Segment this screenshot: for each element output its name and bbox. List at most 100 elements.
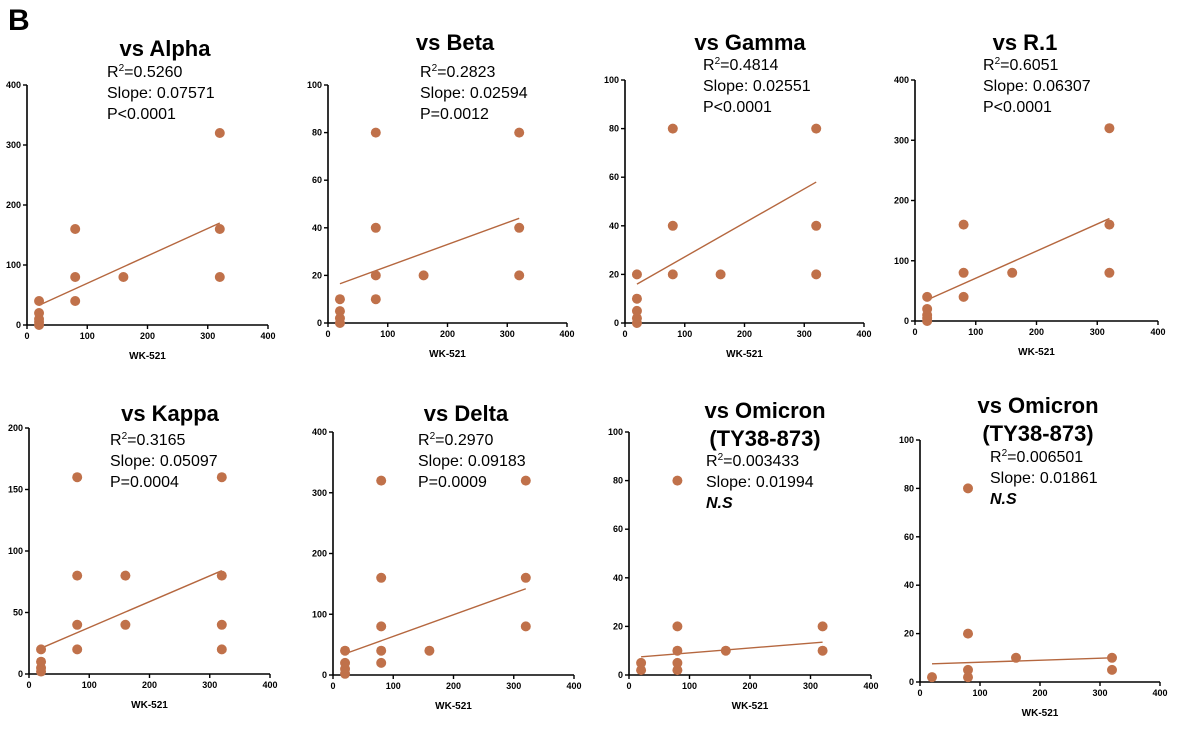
- y-tick-label: 300: [312, 488, 327, 498]
- y-tick-label: 20: [904, 629, 914, 639]
- data-point: [958, 267, 969, 278]
- stat-p-value: P<0.0001: [983, 99, 1052, 116]
- data-point: [715, 269, 726, 280]
- stat-slope: Slope: 0.06307: [983, 78, 1091, 95]
- data-point: [514, 270, 525, 281]
- data-point: [214, 128, 225, 138]
- data-point: [370, 127, 381, 138]
- data-point: [34, 296, 45, 306]
- data-point: [214, 224, 225, 234]
- chart-title: vs Omicron: [977, 393, 1098, 418]
- data-point: [1104, 267, 1115, 278]
- data-point: [1007, 267, 1018, 278]
- x-tick-label: 200: [142, 680, 157, 690]
- data-point: [340, 645, 351, 656]
- x-tick-label: 400: [856, 329, 871, 339]
- data-point: [520, 621, 531, 632]
- y-tick-label: 60: [609, 172, 619, 182]
- data-point: [672, 657, 683, 668]
- x-tick-label: 400: [1150, 327, 1165, 337]
- data-point: [514, 127, 525, 138]
- y-tick-label: 100: [899, 435, 914, 445]
- y-tick-label: 0: [322, 670, 327, 680]
- y-tick-label: 0: [18, 669, 23, 679]
- stat-p-value: P<0.0001: [107, 106, 176, 123]
- x-tick-label: 100: [82, 680, 97, 690]
- stat-slope: Slope: 0.01994: [706, 474, 814, 491]
- y-tick-label: 40: [904, 580, 914, 590]
- y-tick-label: 100: [604, 75, 619, 85]
- x-axis-label: WK-521: [131, 700, 168, 711]
- stat-p-value: N.S: [706, 495, 733, 512]
- x-axis-label: WK-521: [726, 349, 763, 360]
- y-tick-label: 100: [894, 256, 909, 266]
- data-point: [667, 123, 678, 134]
- x-tick-label: 200: [737, 329, 752, 339]
- data-point: [631, 305, 642, 316]
- data-point: [72, 570, 83, 581]
- data-point: [214, 272, 225, 282]
- data-point: [631, 313, 642, 324]
- y-tick-label: 80: [312, 128, 322, 138]
- data-point: [672, 645, 683, 656]
- data-point: [340, 657, 351, 668]
- stat-r-squared: R2=0.5260: [107, 63, 183, 81]
- data-point: [1011, 652, 1021, 663]
- y-tick-label: 60: [613, 524, 623, 534]
- y-tick-label: 200: [6, 200, 21, 210]
- chart-title: vs Alpha: [120, 36, 212, 61]
- data-point: [514, 222, 525, 233]
- data-point: [72, 619, 83, 630]
- y-tick-label: 200: [8, 423, 23, 433]
- stat-r-squared: R2=0.4814: [703, 56, 779, 74]
- x-tick-label: 0: [26, 680, 31, 690]
- x-tick-label: 400: [863, 681, 878, 691]
- data-point: [118, 272, 129, 282]
- data-point: [370, 270, 381, 281]
- y-tick-label: 60: [904, 532, 914, 542]
- data-point: [370, 222, 381, 233]
- stat-p-value: P<0.0001: [703, 99, 772, 116]
- y-tick-label: 100: [312, 609, 327, 619]
- chart-title: vs Omicron: [704, 398, 825, 423]
- data-point: [672, 621, 683, 632]
- data-point: [922, 291, 933, 302]
- data-point: [376, 475, 387, 486]
- data-point: [334, 306, 345, 317]
- y-tick-label: 50: [13, 608, 23, 618]
- data-point: [376, 645, 387, 656]
- y-tick-label: 80: [609, 124, 619, 134]
- data-point: [963, 628, 973, 639]
- y-tick-label: 200: [894, 196, 909, 206]
- x-axis-label: WK-521: [732, 701, 769, 712]
- x-tick-label: 300: [803, 681, 818, 691]
- y-tick-label: 0: [618, 670, 623, 680]
- stat-slope: Slope: 0.09183: [418, 453, 526, 470]
- scatter-panel-1: 0 100 200 300 400 0 100 200 300 400 WK-521 vs Alpha…: [6, 36, 276, 362]
- regression-line: [931, 657, 1113, 665]
- stat-slope: Slope: 0.07571: [107, 85, 215, 102]
- stat-slope: Slope: 0.01861: [990, 470, 1098, 487]
- stat-r-squared: R2=0.006501: [990, 448, 1083, 466]
- data-point: [520, 475, 531, 486]
- x-tick-label: 100: [972, 688, 987, 698]
- data-point: [811, 220, 822, 231]
- x-tick-label: 200: [446, 681, 461, 691]
- y-tick-label: 100: [8, 546, 23, 556]
- data-point: [376, 621, 387, 632]
- data-point: [120, 570, 131, 581]
- y-tick-label: 200: [312, 549, 327, 559]
- scatter-panel-3: 0 20 40 60 80 100 0 100 200 300 400 WK-521 vs GammaR…: [604, 30, 872, 360]
- stat-p-value: P=0.0009: [418, 474, 487, 491]
- stat-p-value: N.S: [990, 491, 1017, 508]
- data-point: [927, 672, 937, 683]
- stat-r-squared: R2=0.003433: [706, 452, 799, 470]
- chart-title: vs Delta: [424, 401, 509, 426]
- regression-line: [926, 217, 1110, 301]
- data-point: [70, 296, 81, 306]
- y-tick-label: 400: [894, 75, 909, 85]
- data-point: [667, 269, 678, 280]
- y-tick-label: 100: [307, 80, 322, 90]
- regression-line: [344, 588, 527, 655]
- stat-slope: Slope: 0.02594: [420, 85, 528, 102]
